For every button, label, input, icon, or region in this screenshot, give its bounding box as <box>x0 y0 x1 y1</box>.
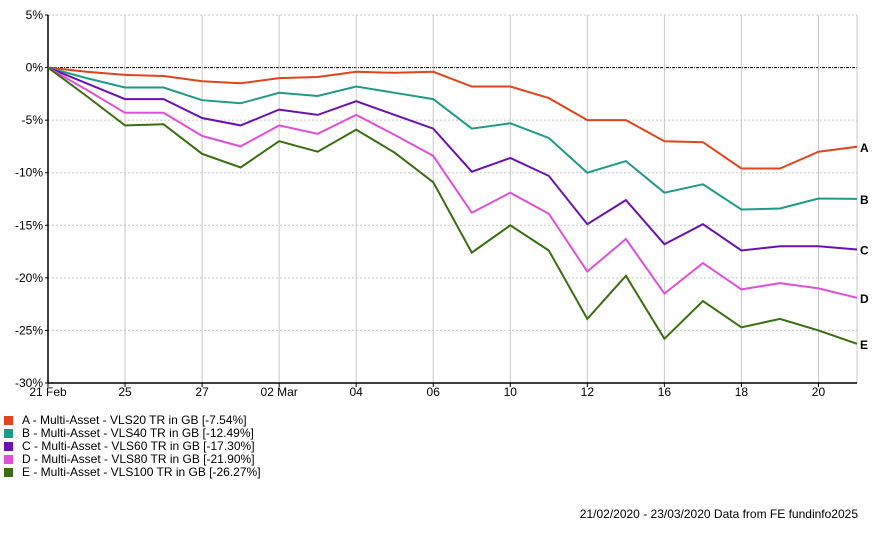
legend-item-a: A - Multi-Asset - VLS20 TR in GB [-7.54%… <box>4 414 261 427</box>
x-tick-label: 25 <box>118 385 132 399</box>
performance-line-chart: 5% 0% -5% -10% -15% -20% -25% -30%21 Feb 25 27 02 … <box>15 8 869 399</box>
series-line-c <box>47 66 858 252</box>
series-end-label-a: A <box>860 141 869 155</box>
legend-item-b: B - Multi-Asset - VLS40 TR in GB [-12.49… <box>4 427 261 440</box>
x-tick-label: 16 <box>658 385 672 399</box>
legend-label-d: D - Multi-Asset - VLS80 TR in GB [-21.90… <box>22 452 255 466</box>
legend-swatch-a <box>4 416 13 425</box>
y-tick-label: -15% <box>15 218 43 232</box>
series-line-a <box>47 66 858 170</box>
legend-label-c: C - Multi-Asset - VLS60 TR in GB [-17.30… <box>22 439 255 453</box>
legend-swatch-d <box>4 455 13 464</box>
x-tick-label: 04 <box>350 385 364 399</box>
chart-footer-source: 21/02/2020 - 23/03/2020 Data from FE fun… <box>579 507 858 521</box>
x-tick-label: 20 <box>812 385 826 399</box>
legend-item-d: D - Multi-Asset - VLS80 TR in GB [-21.90… <box>4 453 261 466</box>
y-tick-label: -20% <box>15 271 43 285</box>
chart-legend: A - Multi-Asset - VLS20 TR in GB [-7.54%… <box>4 414 261 479</box>
legend-swatch-c <box>4 442 13 451</box>
y-tick-label: -30% <box>15 376 43 390</box>
y-tick-label: -25% <box>15 323 43 337</box>
series-line-e <box>47 66 858 345</box>
x-tick-label: 12 <box>581 385 595 399</box>
legend-swatch-b <box>4 429 13 438</box>
series-line-d <box>47 66 858 299</box>
series-line-b <box>47 66 858 211</box>
x-tick-label: 10 <box>504 385 518 399</box>
legend-label-e: E - Multi-Asset - VLS100 TR in GB [-26.2… <box>22 465 261 479</box>
series-end-label-e: E <box>860 338 868 352</box>
series-end-label-c: C <box>860 243 869 257</box>
x-tick-label: 18 <box>735 385 749 399</box>
x-tick-label: 27 <box>195 385 209 399</box>
legend-label-a: A - Multi-Asset - VLS20 TR in GB [-7.54%… <box>22 413 247 427</box>
y-tick-label: 0% <box>26 61 44 75</box>
y-tick-label: -5% <box>22 113 44 127</box>
legend-swatch-e <box>4 468 13 477</box>
x-tick-label: 02 Mar <box>260 385 297 399</box>
x-tick-label: 21 Feb <box>29 385 67 399</box>
x-tick-label: 06 <box>427 385 441 399</box>
legend-item-c: C - Multi-Asset - VLS60 TR in GB [-17.30… <box>4 440 261 453</box>
y-tick-label: -10% <box>15 166 43 180</box>
y-tick-label: 5% <box>26 8 44 22</box>
legend-label-b: B - Multi-Asset - VLS40 TR in GB [-12.49… <box>22 426 254 440</box>
series-end-label-d: D <box>860 292 869 306</box>
legend-item-e: E - Multi-Asset - VLS100 TR in GB [-26.2… <box>4 466 261 479</box>
series-end-label-b: B <box>860 193 869 207</box>
